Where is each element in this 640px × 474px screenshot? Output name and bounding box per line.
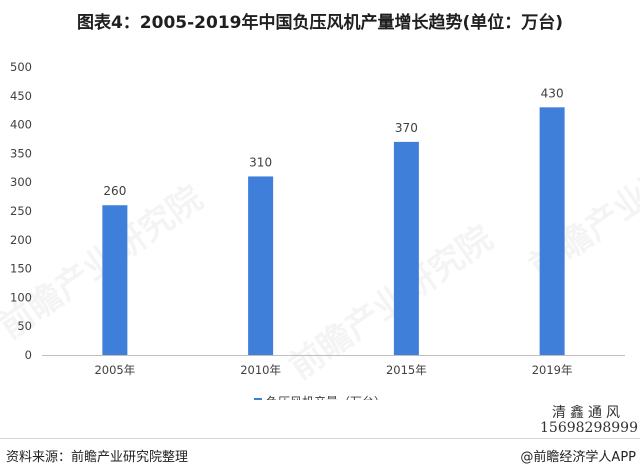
y-tick-label: 50 [17, 319, 32, 333]
bars: 260 310 370 430 [102, 86, 565, 355]
footer-divider [0, 438, 640, 439]
legend-swatch [254, 398, 262, 400]
stamp-name: 清鑫通风 [552, 405, 624, 421]
x-tick-label: 2015年 [386, 363, 427, 377]
bar [393, 141, 419, 355]
bar-value-label: 430 [541, 86, 564, 100]
x-tick-label: 2010年 [240, 363, 281, 377]
y-tick-label: 400 [10, 118, 32, 132]
x-tick-label: 2005年 [94, 363, 135, 377]
watermark-text: 前瞻产业研究院 [282, 218, 500, 387]
source-note: 资料来源：前瞻产业研究院整理 [6, 450, 189, 465]
x-tick-label: 2019年 [532, 363, 573, 377]
bar [248, 176, 274, 355]
y-tick-label: 250 [10, 204, 32, 218]
y-tick-label: 200 [10, 233, 32, 247]
legend: 负压风机产量（万台） [254, 394, 386, 400]
chart-title: 图表4：2005-2019年中国负压风机产量增长趋势(单位：万台) [76, 13, 564, 33]
bar-chart: 前瞻产业研究院前瞻产业研究院前瞻产业研究院 050100150200250300… [0, 60, 640, 400]
y-axis: 0 50 100 150 200 250 300 350 400 450 500 [10, 60, 32, 362]
y-tick-label: 350 [10, 146, 32, 160]
legend-label: 负压风机产量（万台） [266, 394, 386, 400]
bar [102, 205, 128, 355]
stamp-phone: 15698298999 [540, 420, 638, 436]
bar [539, 107, 565, 355]
y-tick-label: 300 [10, 175, 32, 189]
bar-value-label: 260 [103, 184, 126, 198]
brand-label: @前瞻经济学人APP [520, 450, 636, 465]
bar-value-label: 370 [395, 121, 418, 135]
x-axis: 2005年 2010年 2015年 2019年 [42, 355, 625, 377]
bar-value-label: 310 [249, 155, 272, 169]
y-tick-label: 500 [10, 60, 32, 74]
y-tick-label: 450 [10, 89, 32, 103]
y-tick-label: 100 [10, 290, 32, 304]
y-tick-label: 0 [25, 348, 32, 362]
y-tick-label: 150 [10, 262, 32, 276]
